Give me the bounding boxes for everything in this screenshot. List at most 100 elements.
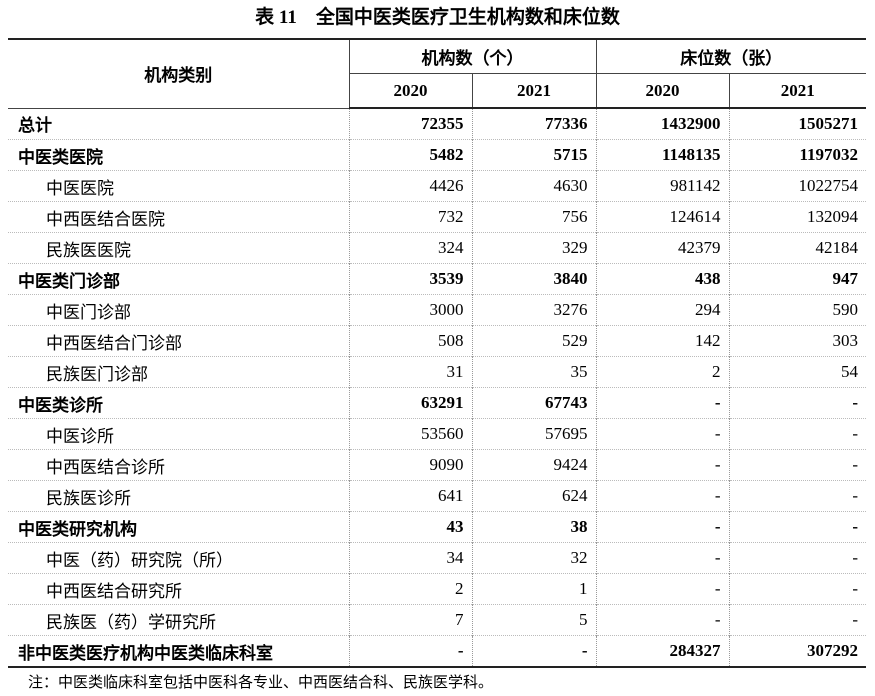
cell: 508 (348, 325, 472, 357)
cell: 4630 (471, 170, 596, 202)
cell: 3000 (348, 294, 472, 326)
cell: 2 (595, 356, 729, 388)
cell: - (728, 418, 866, 450)
cell: - (728, 511, 866, 543)
table-body: 总计 72355 77336 1432900 1505271 中医类医院 5482 5715 1… (8, 107, 866, 667)
note: 注：中医类临床科室包括中医科各专业、中西医结合科、民族医学科。 (28, 675, 494, 691)
cell: 53560 (348, 418, 472, 450)
row-label: 中医诊所 (8, 418, 349, 450)
row-label: 中医类研究机构 (8, 511, 349, 543)
cell: 9090 (348, 449, 472, 481)
cell: 641 (348, 480, 472, 512)
header-cell: 2021 (728, 73, 866, 109)
cell: 35 (471, 356, 596, 388)
table-row: 中医诊所 53560 57695- - (8, 418, 866, 450)
table-row: 民族医医院 324 329 42379 42184 (8, 232, 866, 264)
cell: 42184 (728, 232, 866, 264)
cell: 329 (471, 232, 596, 264)
row-label: 中西医结合研究所 (8, 573, 349, 605)
cell: 63291 (348, 387, 472, 419)
cell: 284327 (595, 635, 729, 667)
cell: 981142 (595, 170, 729, 202)
cell: 307292 (728, 635, 866, 667)
cell: 3840 (471, 263, 596, 295)
table-row: 中医医院 4426 4630 981142 1022754 (8, 170, 866, 202)
cell: 1505271 (728, 107, 866, 140)
table-row: 中西医结合门诊部 508 529 142 303 (8, 325, 866, 357)
cell: 324 (348, 232, 472, 264)
cell: 5715 (471, 139, 596, 171)
cell: - (595, 387, 729, 419)
cell: - (348, 635, 472, 667)
cell: 1 (471, 573, 596, 605)
table-row: 中医门诊部 3000 3276 294 590 (8, 294, 866, 326)
row-label: 中西医结合门诊部 (8, 325, 349, 357)
row-label: 中医（药）研究院（所） (8, 542, 349, 574)
cell: - (728, 387, 866, 419)
table-row: 中医类诊所 63291 67743- - (8, 387, 866, 419)
table-row: 中医类研究机构 43 38- - (8, 511, 866, 543)
cell: 67743 (471, 387, 596, 419)
cell: - (595, 573, 729, 605)
cell: 124614 (595, 201, 729, 233)
cell: 72355 (348, 107, 472, 140)
header-cell: 2020 (349, 73, 473, 109)
cell: 3276 (471, 294, 596, 326)
cell: 32 (471, 542, 596, 574)
cell: 294 (595, 294, 729, 326)
cell: 43 (348, 511, 472, 543)
cell: 142 (595, 325, 729, 357)
cell: - (595, 480, 729, 512)
cell: 54 (728, 356, 866, 388)
cell: 5 (471, 604, 596, 636)
cell: 1022754 (728, 170, 866, 202)
cell: 303 (728, 325, 866, 357)
header-cell: 床位数（张） (595, 38, 866, 74)
cell: 132094 (728, 201, 866, 233)
cell: 1197032 (728, 139, 866, 171)
data-table: 机构类别 机构数（个） 床位数（张） 2020 2021 2020 2021 总计 72355… (8, 38, 866, 668)
row-label: 中西医结合诊所 (8, 449, 349, 481)
cell: - (728, 604, 866, 636)
cell: 5482 (348, 139, 472, 171)
cell: - (595, 511, 729, 543)
table-row: 非中医类医疗机构中医类临床科室 - -284327 307292 (8, 635, 866, 667)
header-row: 2020 2021 2020 2021 (8, 73, 866, 109)
cell: 529 (471, 325, 596, 357)
cell: 42379 (595, 232, 729, 264)
cell: 1148135 (595, 139, 729, 171)
table-row: 中医类门诊部 3539 3840 438 947 (8, 263, 866, 295)
cell: 3539 (348, 263, 472, 295)
table-row: 民族医诊所 641 624- - (8, 480, 866, 512)
cell: 947 (728, 263, 866, 295)
cell: - (595, 542, 729, 574)
cell: 438 (595, 263, 729, 295)
header-row: 机构类别 机构数（个） 床位数（张） (8, 38, 866, 109)
header-cell: 机构数（个） (348, 38, 597, 74)
cell: 38 (471, 511, 596, 543)
table-row: 中医（药）研究院（所） 34 32- - (8, 542, 866, 574)
table-row: 总计 72355 77336 1432900 1505271 (8, 107, 866, 140)
row-label: 中医类诊所 (8, 387, 349, 419)
cell: 590 (728, 294, 866, 326)
cell: 9424 (471, 449, 596, 481)
cell: 7 (348, 604, 472, 636)
cell: - (728, 542, 866, 574)
cell: - (595, 604, 729, 636)
cell: - (728, 480, 866, 512)
cell: 732 (348, 201, 472, 233)
table-row: 中医类医院 5482 5715 1148135 1197032 (8, 139, 866, 171)
row-label: 民族医医院 (8, 232, 349, 264)
cell: 624 (471, 480, 596, 512)
row-label: 总计 (8, 107, 349, 140)
table-row: 中西医结合医院 732 756 124614 132094 (8, 201, 866, 233)
header-cell: 2020 (595, 73, 730, 109)
row-label: 民族医（药）学研究所 (8, 604, 349, 636)
cell: 4426 (348, 170, 472, 202)
cell: 2 (348, 573, 472, 605)
row-label: 中医类医院 (8, 139, 349, 171)
cell: 77336 (471, 107, 596, 140)
cell: - (728, 449, 866, 481)
cell: - (595, 418, 729, 450)
